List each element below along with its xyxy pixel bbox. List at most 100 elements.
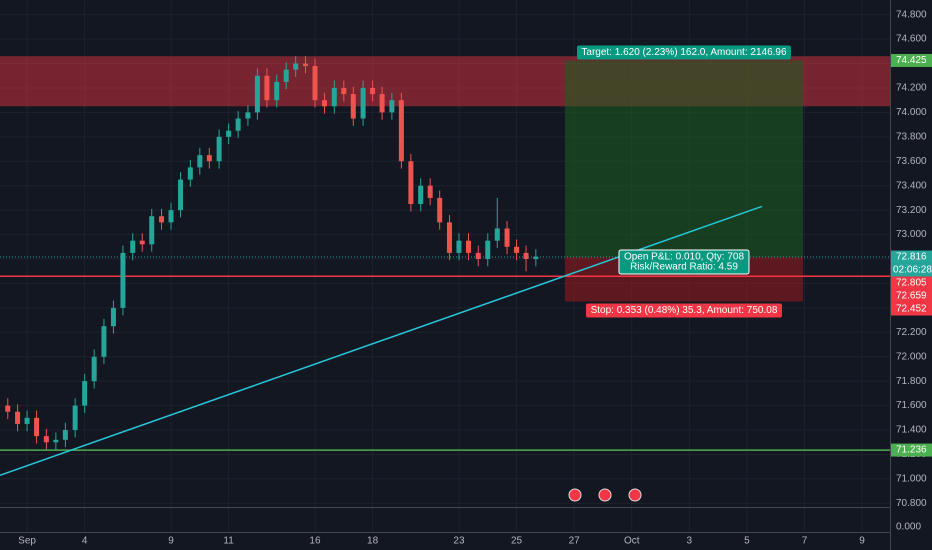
- event-icon[interactable]: [568, 488, 582, 502]
- candle: [283, 62, 289, 90]
- countdown: 02:06:28: [893, 265, 932, 276]
- event-icon[interactable]: [598, 488, 612, 502]
- candle: [350, 86, 356, 126]
- candle: [389, 92, 395, 120]
- candle: [43, 428, 49, 450]
- candle-body: [53, 439, 59, 443]
- candle: [360, 80, 366, 126]
- candle: [187, 160, 193, 187]
- candle-body: [437, 197, 443, 223]
- y-tick-label: 73.800: [896, 131, 927, 142]
- candle: [504, 221, 510, 255]
- candle: [15, 404, 21, 432]
- x-tick-label: 11: [223, 536, 234, 547]
- y-tick-label: 73.200: [896, 205, 927, 216]
- candle-body: [456, 240, 462, 253]
- candle-body: [197, 155, 203, 168]
- candle: [82, 373, 88, 413]
- pnl-label: Open P&L: 0.010, Qty: 708: [624, 252, 745, 263]
- x-tick-label: 27: [569, 536, 581, 547]
- candle-body: [446, 222, 452, 253]
- candle: [101, 318, 107, 365]
- candle-body: [475, 252, 481, 259]
- x-tick-label: 9: [168, 536, 174, 547]
- candle: [514, 239, 520, 261]
- candle: [130, 233, 136, 261]
- candle-body: [274, 81, 280, 101]
- candle: [465, 233, 471, 261]
- x-tick-label: 23: [453, 536, 465, 547]
- y-tick-label: 72.200: [896, 327, 927, 338]
- candle-body: [322, 100, 328, 107]
- candle: [24, 410, 30, 432]
- price-label-box: [891, 53, 932, 67]
- candle: [523, 245, 529, 272]
- candle: [197, 147, 203, 175]
- candle: [408, 153, 414, 212]
- candle: [533, 249, 539, 267]
- candle: [254, 68, 260, 120]
- candle: [331, 80, 337, 114]
- candle: [159, 208, 165, 230]
- candle: [110, 300, 116, 334]
- target-label: Target: 1.620 (2.23%) 162.0, Amount: 214…: [581, 47, 787, 58]
- candle-body: [485, 240, 491, 259]
- candle: [178, 172, 184, 218]
- y-tick-label: 74.600: [896, 34, 927, 45]
- candle-body: [216, 136, 222, 162]
- x-tick-label: Oct: [624, 536, 640, 547]
- candle-body: [398, 100, 404, 162]
- candle-body: [312, 65, 318, 101]
- price-label-box: [891, 443, 932, 457]
- candle-body: [82, 381, 88, 406]
- y-tick-label: 71.000: [896, 474, 927, 485]
- price-label: 71.236: [896, 445, 927, 456]
- price-label-box: [891, 289, 932, 303]
- price-label: 74.425: [896, 55, 927, 66]
- candle-body: [178, 179, 184, 211]
- candle-body: [226, 130, 232, 137]
- candle: [398, 92, 404, 169]
- candle-body: [389, 100, 395, 113]
- y-tick-label: 74.000: [896, 107, 927, 118]
- candle-body: [5, 405, 11, 412]
- event-icons[interactable]: [568, 488, 642, 502]
- candle-body: [418, 185, 424, 205]
- candle: [62, 422, 68, 448]
- candle-body: [110, 307, 116, 327]
- x-tick-label: 16: [309, 536, 321, 547]
- candle-body: [514, 246, 520, 253]
- candle: [120, 245, 126, 316]
- candle: [370, 80, 376, 102]
- candle-body: [206, 155, 212, 162]
- y-tick-label: 72.000: [896, 351, 927, 362]
- event-icon[interactable]: [628, 488, 642, 502]
- candle-body: [283, 69, 289, 82]
- stop-label: Stop: 0.353 (0.48%) 35.3, Amount: 750.08: [591, 305, 778, 316]
- candle: [216, 129, 222, 169]
- price-label: 72.805: [896, 278, 927, 289]
- plot: Target: 1.620 (2.23%) 162.0, Amount: 214…: [0, 45, 890, 476]
- candle-body: [370, 87, 376, 95]
- candle: [293, 56, 299, 77]
- candle-body: [293, 63, 299, 70]
- candle: [168, 202, 174, 230]
- candle-body: [465, 240, 471, 253]
- x-tick-label: 4: [82, 536, 88, 547]
- candle-body: [139, 240, 145, 245]
- candle: [456, 233, 462, 261]
- candle-body: [245, 112, 251, 119]
- countdown-box: [891, 263, 932, 277]
- candle: [53, 432, 59, 450]
- candle: [446, 215, 452, 261]
- pnl-box: [618, 249, 750, 275]
- candle-body: [341, 87, 347, 95]
- x-tick-label: 25: [511, 536, 523, 547]
- candle-body: [379, 94, 385, 113]
- candle: [379, 86, 385, 120]
- candle: [418, 178, 424, 212]
- y-tick-label: 74.200: [896, 83, 927, 94]
- candle: [475, 245, 481, 267]
- candle: [494, 197, 500, 249]
- candle-body: [24, 417, 30, 424]
